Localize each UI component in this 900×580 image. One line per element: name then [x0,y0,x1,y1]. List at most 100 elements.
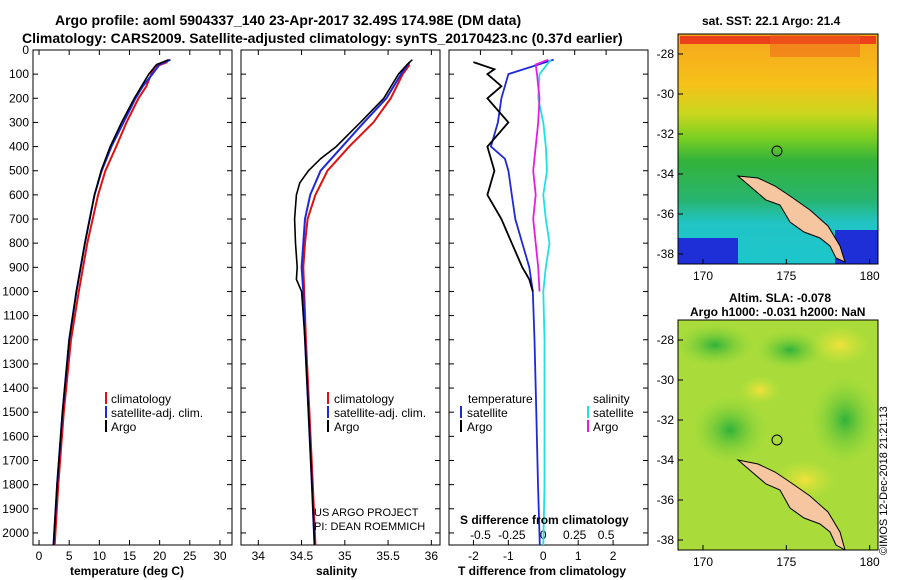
map-x-tick-label: 170 [693,269,713,283]
sla-map-title-2: Argo h1000: -0.031 h2000: NaN [690,305,866,319]
legend-label-s-satellite: satellite [593,406,634,420]
s-difference-title: S difference from climatology [460,513,629,527]
depth-tick-label: 1900 [2,502,29,516]
x-tick-label: 15 [123,549,137,563]
x-tick-label: 30 [213,549,227,563]
depth-tick-label: 300 [9,115,29,129]
depth-tick-label: 200 [9,91,29,105]
x-tick-label: 25 [183,549,197,563]
depth-tick-label: 1000 [2,284,29,298]
legend-label-t-satellite: satellite [467,406,508,420]
depth-tick-label: 1100 [3,309,29,323]
map-y-tick-label: -30 [657,87,675,101]
depth-tick-label: 0 [22,43,29,57]
salinity-legend: climatology satellite-adj. clim. Argo [327,392,426,434]
difference-panel: -2 -1 0 1 2-0.5 -0.25 0 0.25 0.5 [448,49,649,563]
depth-tick-label: 400 [9,140,29,154]
legend-label-argo: Argo [334,420,360,434]
imos-stamp: ©IMOS 12-Dec-2018 21:21:13 [878,406,890,555]
map-y-tick-label: -32 [657,413,675,427]
depth-tick-label: 500 [9,164,29,178]
depth-tick-label: 800 [9,236,29,250]
series-line-argo [52,58,169,546]
map-y-tick-label: -34 [657,453,675,467]
title-line-1: Argo profile: aoml 5904337_140 23-Apr-20… [55,12,522,28]
map-y-tick-label: -28 [657,333,675,347]
series-line-satellite-adj-clim- [300,61,411,546]
sla-map-frame [677,319,879,551]
s-tick-label: 0.25 [563,528,587,542]
legend-label-satellite: satellite-adj. clim. [111,406,203,420]
x-tick-label: 34 [252,549,266,563]
x-tick-label: 36 [425,549,439,563]
difference-legend: temperature satellite Argo salinity sate… [460,392,634,434]
profile-charts: 0100200300400500600700800900100011001200… [2,43,649,578]
series-line-argo [293,59,413,546]
depth-tick-label: 1700 [2,453,29,467]
imos-stamp-box: ©IMOS 12-Dec-2018 21:21:13 [878,345,898,555]
series-line-climatology [53,61,168,546]
x-tick-label: 35 [338,549,352,563]
sst-map-image [678,34,878,264]
maps: 170 175 180 -28 -30 -32 -34 -36 -38 170 175 180 -28… [657,33,880,569]
sst-float-marker [771,145,783,157]
series-line-satellite-adj-clim- [52,58,171,546]
depth-tick-label: 900 [9,260,29,274]
x-tick-label: 20 [153,549,167,563]
depth-axis: 0 100 200 300 400 500 600 700 800 900 1000 1100 1200… [2,43,29,540]
s-tick-label: -0.25 [498,528,526,542]
x-tick-label: 34.5 [290,549,314,563]
legend-label-satellite: satellite-adj. clim. [334,406,426,420]
sla-land-mass [736,459,846,550]
x-tick-label: -2 [468,549,479,563]
salinity-frame [240,49,441,546]
pi-annotation: PI: DEAN ROEMMICH [314,521,425,533]
x-tick-label: 0 [36,549,43,563]
depth-tick-label: 2000 [2,526,29,540]
legend-label-s-argo: Argo [593,420,619,434]
salinity-panel: 34 34.5 35 35.5 36 [240,49,441,563]
x-tick-label: 10 [93,549,107,563]
s-tick-label: -0.5 [470,528,491,542]
x-tick-label: 35.5 [376,549,400,563]
depth-tick-label: 1400 [2,381,29,395]
map-x-tick-label: 175 [776,555,796,569]
difference-xlabel: T difference from climatology [458,564,626,578]
sla-float-marker [771,434,783,446]
s-tick-label: 0.5 [598,528,615,542]
series-line-t-argo [473,61,534,292]
temperature-panel: 0 5 10 15 20 25 30 [32,49,233,563]
x-tick-label: -1 [503,549,514,563]
map-y-tick-label: -36 [657,493,675,507]
temperature-frame [32,49,233,546]
depth-tick-label: 1200 [2,333,29,347]
legend-label-argo: Argo [111,420,137,434]
legend-header-temperature: temperature [468,392,533,406]
legend-label-climatology: climatology [334,392,394,406]
difference-frame [448,49,649,546]
x-tick-label: 5 [66,549,73,563]
sst-land-mass [736,175,846,263]
series-line-climatology [302,63,411,546]
temperature-legend: climatology satellite-adj. clim. Argo [105,392,203,434]
depth-tick-label: 1800 [2,478,29,492]
sla-map-title-1: Altim. SLA: -0.078 [729,291,832,305]
map-x-tick-label: 170 [693,555,713,569]
map-y-tick-label: -36 [657,207,675,221]
title-line-2: Climatology: CARS2009. Satellite-adjuste… [22,30,623,46]
x-tick-label: 0 [540,549,547,563]
sst-map-title: sat. SST: 22.1 Argo: 21.4 [702,14,841,28]
map-x-tick-label: 180 [860,269,880,283]
legend-label-t-argo: Argo [467,420,493,434]
sst-map-frame [677,33,879,265]
depth-tick-label: 600 [9,188,29,202]
depth-tick-label: 700 [9,212,29,226]
series-line-s-satellite [537,59,552,546]
map-x-tick-label: 175 [776,269,796,283]
depth-tick-label: 100 [9,67,29,81]
temperature-xlabel: temperature (deg C) [70,564,184,578]
map-y-tick-label: -38 [657,247,675,261]
depth-tick-label: 1500 [2,405,29,419]
project-annotation: US ARGO PROJECT [314,507,419,519]
depth-tick-label: 1600 [2,429,29,443]
